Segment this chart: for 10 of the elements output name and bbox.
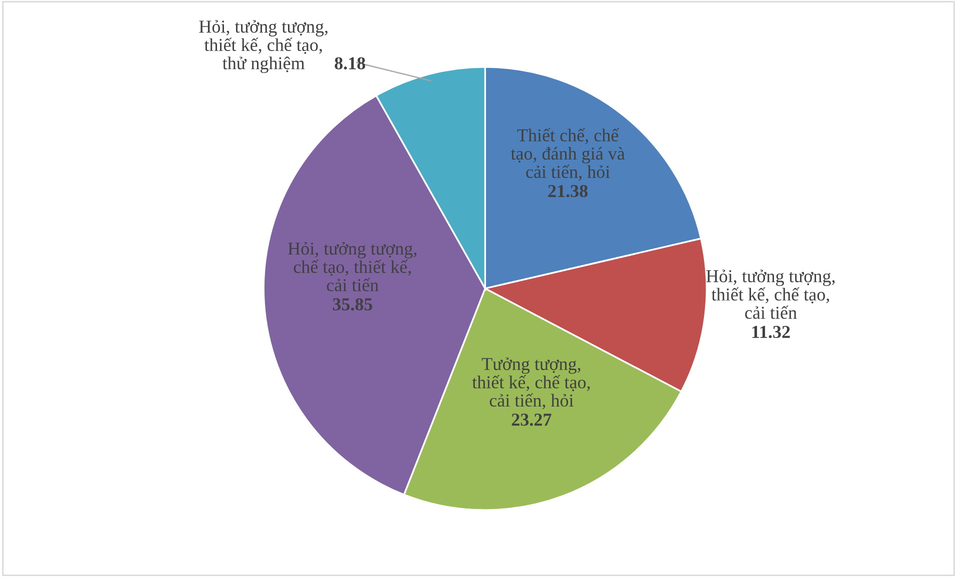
data-label: 21.38 [548,184,588,198]
slice-label: Tưởng tượng, thiết kế, chế tạo, cải tiến, hỏi [472,357,590,410]
data-label: 11.32 [752,326,790,338]
data-label: 23.27 [512,414,552,426]
slice-label: Thiết chế, chế tạo, đánh giá và cải tiến, hỏi [510,128,625,181]
slice-label: Hỏi, tưởng tượng, thiết kế, chế tạo, thử nghiệm [199,20,328,74]
slice-label: Hỏi, tưởng tượng, chế tạo, thiết kế, cải tiến [288,242,416,292]
slice-label: Hỏi, tưởng tượng, thiết kế, chế tạo, cải tiến [706,270,835,319]
data-label: 35.85 [332,298,372,311]
data-label: 8.18 [334,57,366,70]
